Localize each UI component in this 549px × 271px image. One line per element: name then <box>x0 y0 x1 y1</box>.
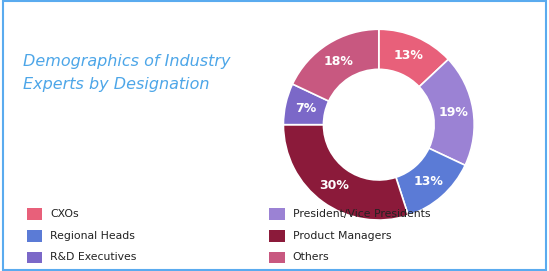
Wedge shape <box>293 29 379 101</box>
Text: 7%: 7% <box>295 102 316 115</box>
Text: Others: Others <box>293 253 329 262</box>
Text: 13%: 13% <box>394 49 424 62</box>
Text: 19%: 19% <box>438 107 468 119</box>
Bar <box>270 230 285 242</box>
Text: CXOs: CXOs <box>50 209 79 219</box>
Text: 30%: 30% <box>320 179 350 192</box>
Bar <box>27 208 42 220</box>
Text: President/Vice Presidents: President/Vice Presidents <box>293 209 430 219</box>
Text: Product Managers: Product Managers <box>293 231 391 241</box>
Bar <box>27 251 42 263</box>
Wedge shape <box>379 29 449 87</box>
Wedge shape <box>396 148 465 215</box>
Bar <box>270 251 285 263</box>
Text: 18%: 18% <box>323 54 354 67</box>
Bar <box>27 230 42 242</box>
Text: R&D Executives: R&D Executives <box>50 253 136 262</box>
Bar <box>270 208 285 220</box>
Text: 13%: 13% <box>414 175 444 188</box>
Text: Demographics of Industry
Experts by Designation: Demographics of Industry Experts by Desi… <box>23 54 231 92</box>
Wedge shape <box>419 59 474 165</box>
Text: Regional Heads: Regional Heads <box>50 231 135 241</box>
Wedge shape <box>283 84 329 125</box>
Wedge shape <box>283 125 408 220</box>
